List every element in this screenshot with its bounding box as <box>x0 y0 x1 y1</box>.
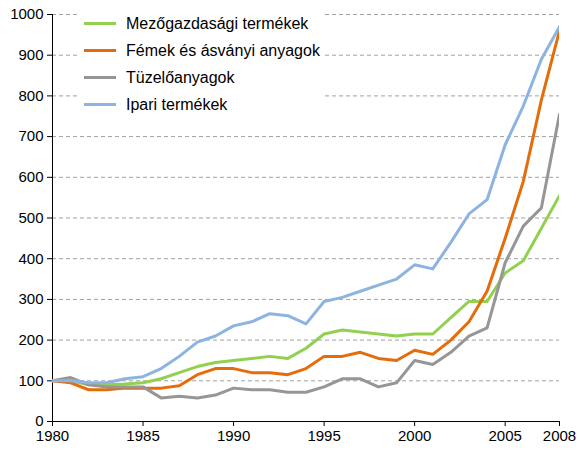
svg-text:1000: 1000 <box>10 5 43 22</box>
svg-text:100: 100 <box>18 372 43 389</box>
svg-text:2000: 2000 <box>398 427 431 444</box>
svg-text:1995: 1995 <box>307 427 340 444</box>
svg-text:0: 0 <box>35 412 44 430</box>
svg-text:400: 400 <box>18 250 43 267</box>
html-text:Mezőgazdasági termékek: Mezőgazdasági termékek <box>126 14 309 32</box>
svg-text:1985: 1985 <box>126 427 159 444</box>
svg-text:800: 800 <box>18 87 43 104</box>
svg-text:200: 200 <box>18 331 43 348</box>
svg-text:2005: 2005 <box>488 427 521 444</box>
svg-text:900: 900 <box>18 46 43 63</box>
svg-text:500: 500 <box>18 209 43 226</box>
svg-text:700: 700 <box>18 127 43 144</box>
svg-text:600: 600 <box>18 168 43 185</box>
svg-text:2008: 2008 <box>543 427 576 444</box>
svg-text:1990: 1990 <box>217 427 250 444</box>
html-text:Ipari termékek: Ipari termékek <box>126 95 228 113</box>
svg-text:1980: 1980 <box>36 427 69 444</box>
svg-text:300: 300 <box>18 290 43 307</box>
html-text:Fémek és ásványi anyagok: Fémek és ásványi anyagok <box>126 41 320 59</box>
html-text:Tüzelőanyagok: Tüzelőanyagok <box>126 68 235 86</box>
